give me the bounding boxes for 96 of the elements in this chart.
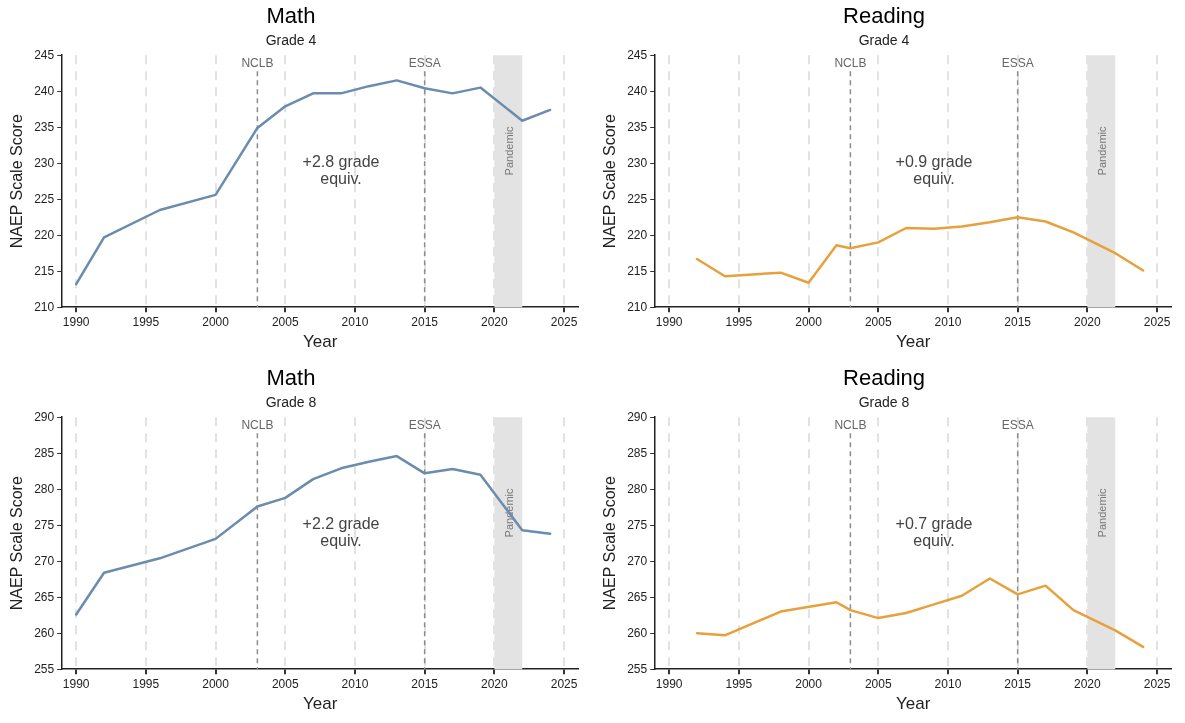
x-tick-label: 1995 xyxy=(132,676,160,691)
y-tick-label: 240 xyxy=(627,83,648,98)
x-tick-label: 2010 xyxy=(934,314,962,329)
x-tick-label: 2005 xyxy=(271,314,299,329)
y-tick-label: 270 xyxy=(627,553,648,568)
y-tick-label: 275 xyxy=(34,517,55,532)
ref-line-label: ESSA xyxy=(1001,417,1034,432)
y-tick-label: 225 xyxy=(34,191,55,206)
y-axis-title: NAEP Scale Score xyxy=(601,114,619,249)
ref-line-label: ESSA xyxy=(408,417,441,432)
y-tick-label: 260 xyxy=(627,625,648,640)
x-tick-label: 2010 xyxy=(934,676,962,691)
annotation: +2.2 grade equiv. xyxy=(302,515,380,550)
x-tick-label: 2025 xyxy=(550,314,578,329)
ref-line-label: ESSA xyxy=(408,55,441,70)
y-tick-label: 290 xyxy=(627,409,648,424)
y-tick-label: 240 xyxy=(34,83,55,98)
band-label: Pandemic xyxy=(503,488,516,538)
x-tick-label: 1990 xyxy=(655,676,683,691)
x-tick-label: 2020 xyxy=(1074,314,1102,329)
band-label: Pandemic xyxy=(1096,488,1109,538)
y-tick-label: 270 xyxy=(34,553,55,568)
band-label: Pandemic xyxy=(1096,126,1109,176)
x-axis-title: Year xyxy=(302,332,338,352)
y-tick-label: 290 xyxy=(34,409,55,424)
ref-line-label: NCLB xyxy=(834,55,867,70)
y-tick-label: 280 xyxy=(34,481,55,496)
x-tick-label: 2015 xyxy=(1004,676,1032,691)
y-tick-label: 215 xyxy=(627,263,648,278)
x-tick-label: 2000 xyxy=(202,676,230,691)
x-tick-label: 2000 xyxy=(202,314,230,329)
y-tick-label: 255 xyxy=(627,661,648,676)
x-tick-label: 1995 xyxy=(725,314,753,329)
y-tick-label: 265 xyxy=(627,589,648,604)
y-tick-label: 285 xyxy=(627,445,648,460)
x-tick-label: 2020 xyxy=(1074,676,1102,691)
chart-subtitle: Grade 4 xyxy=(858,31,910,48)
y-axis-title: NAEP Scale Score xyxy=(8,476,26,611)
y-tick-label: 255 xyxy=(34,661,55,676)
x-tick-label: 2025 xyxy=(550,676,578,691)
y-tick-label: 230 xyxy=(627,155,648,170)
y-axis-title: NAEP Scale Score xyxy=(8,114,26,249)
ref-line-label: NCLB xyxy=(241,417,274,432)
y-tick-label: 210 xyxy=(627,299,648,314)
y-tick-label: 275 xyxy=(627,517,648,532)
chart-title: Math xyxy=(266,3,316,29)
ref-line-label: NCLB xyxy=(834,417,867,432)
ref-line-label: NCLB xyxy=(241,55,274,70)
chart-title: Math xyxy=(266,365,316,391)
chart-title: Reading xyxy=(843,3,925,29)
y-tick-label: 285 xyxy=(34,445,55,460)
x-tick-label: 2005 xyxy=(864,676,892,691)
y-tick-label: 215 xyxy=(34,263,55,278)
y-tick-label: 220 xyxy=(34,227,55,242)
y-axis-title: NAEP Scale Score xyxy=(601,476,619,611)
chart-subtitle: Grade 8 xyxy=(858,393,910,410)
x-tick-label: 2010 xyxy=(341,676,369,691)
annotation: +0.7 grade equiv. xyxy=(895,515,973,550)
x-tick-label: 2000 xyxy=(795,676,823,691)
annotation: +2.8 grade equiv. xyxy=(302,153,380,188)
annotation: +0.9 grade equiv. xyxy=(895,153,973,188)
y-tick-label: 220 xyxy=(627,227,648,242)
x-tick-label: 2020 xyxy=(481,676,509,691)
x-tick-label: 1990 xyxy=(655,314,683,329)
chart-subtitle: Grade 8 xyxy=(265,393,317,410)
y-tick-label: 230 xyxy=(34,155,55,170)
x-tick-label: 1990 xyxy=(62,676,90,691)
y-tick-label: 245 xyxy=(34,47,55,62)
x-tick-label: 2005 xyxy=(271,676,299,691)
x-tick-label: 2020 xyxy=(481,314,509,329)
x-tick-label: 2005 xyxy=(864,314,892,329)
y-tick-label: 235 xyxy=(34,119,55,134)
y-tick-label: 280 xyxy=(627,481,648,496)
x-tick-label: 2015 xyxy=(1004,314,1032,329)
y-tick-label: 245 xyxy=(627,47,648,62)
x-tick-label: 2000 xyxy=(795,314,823,329)
x-tick-label: 1995 xyxy=(725,676,753,691)
x-axis-title: Year xyxy=(895,332,931,352)
band-label: Pandemic xyxy=(503,126,516,176)
x-tick-label: 1990 xyxy=(62,314,90,329)
y-tick-label: 260 xyxy=(34,625,55,640)
chart-subtitle: Grade 4 xyxy=(265,31,317,48)
x-tick-label: 2010 xyxy=(341,314,369,329)
x-axis-title: Year xyxy=(302,694,338,714)
x-tick-label: 2025 xyxy=(1143,314,1171,329)
x-tick-label: 1995 xyxy=(132,314,160,329)
y-tick-label: 225 xyxy=(627,191,648,206)
ref-line-label: ESSA xyxy=(1001,55,1034,70)
chart-title: Reading xyxy=(843,365,925,391)
y-tick-label: 210 xyxy=(34,299,55,314)
y-tick-label: 265 xyxy=(34,589,55,604)
x-axis-title: Year xyxy=(895,694,931,714)
x-tick-label: 2015 xyxy=(411,314,439,329)
y-tick-label: 235 xyxy=(627,119,648,134)
x-tick-label: 2025 xyxy=(1143,676,1171,691)
x-tick-label: 2015 xyxy=(411,676,439,691)
